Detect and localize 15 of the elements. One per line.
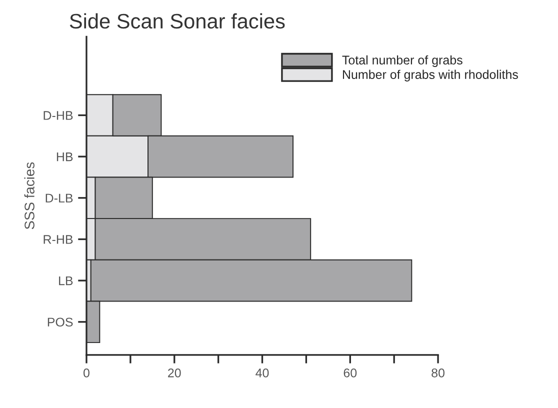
y-axis-title: SSS facies (24, 162, 34, 230)
legend-label: Number of grabs with rhodoliths (342, 70, 518, 82)
x-tick-label: 0 (84, 368, 90, 378)
y-tick-label: D-LB (46, 194, 73, 202)
y-tick-label: D-HB (44, 111, 73, 120)
y-tick-label: POS (48, 318, 73, 327)
y-tick-label: LB (59, 276, 73, 286)
x-tick-label: 60 (344, 368, 357, 378)
y-tick-label: HB (56, 152, 73, 162)
x-tick-label: 40 (256, 368, 269, 378)
chart-title: Side Scan Sonar facies (70, 13, 285, 29)
legend-label: Total number of grabs (342, 55, 462, 67)
y-tick-label: R-HB (44, 235, 73, 244)
x-tick-label: 80 (432, 368, 444, 378)
x-tick-label: 20 (168, 368, 181, 378)
